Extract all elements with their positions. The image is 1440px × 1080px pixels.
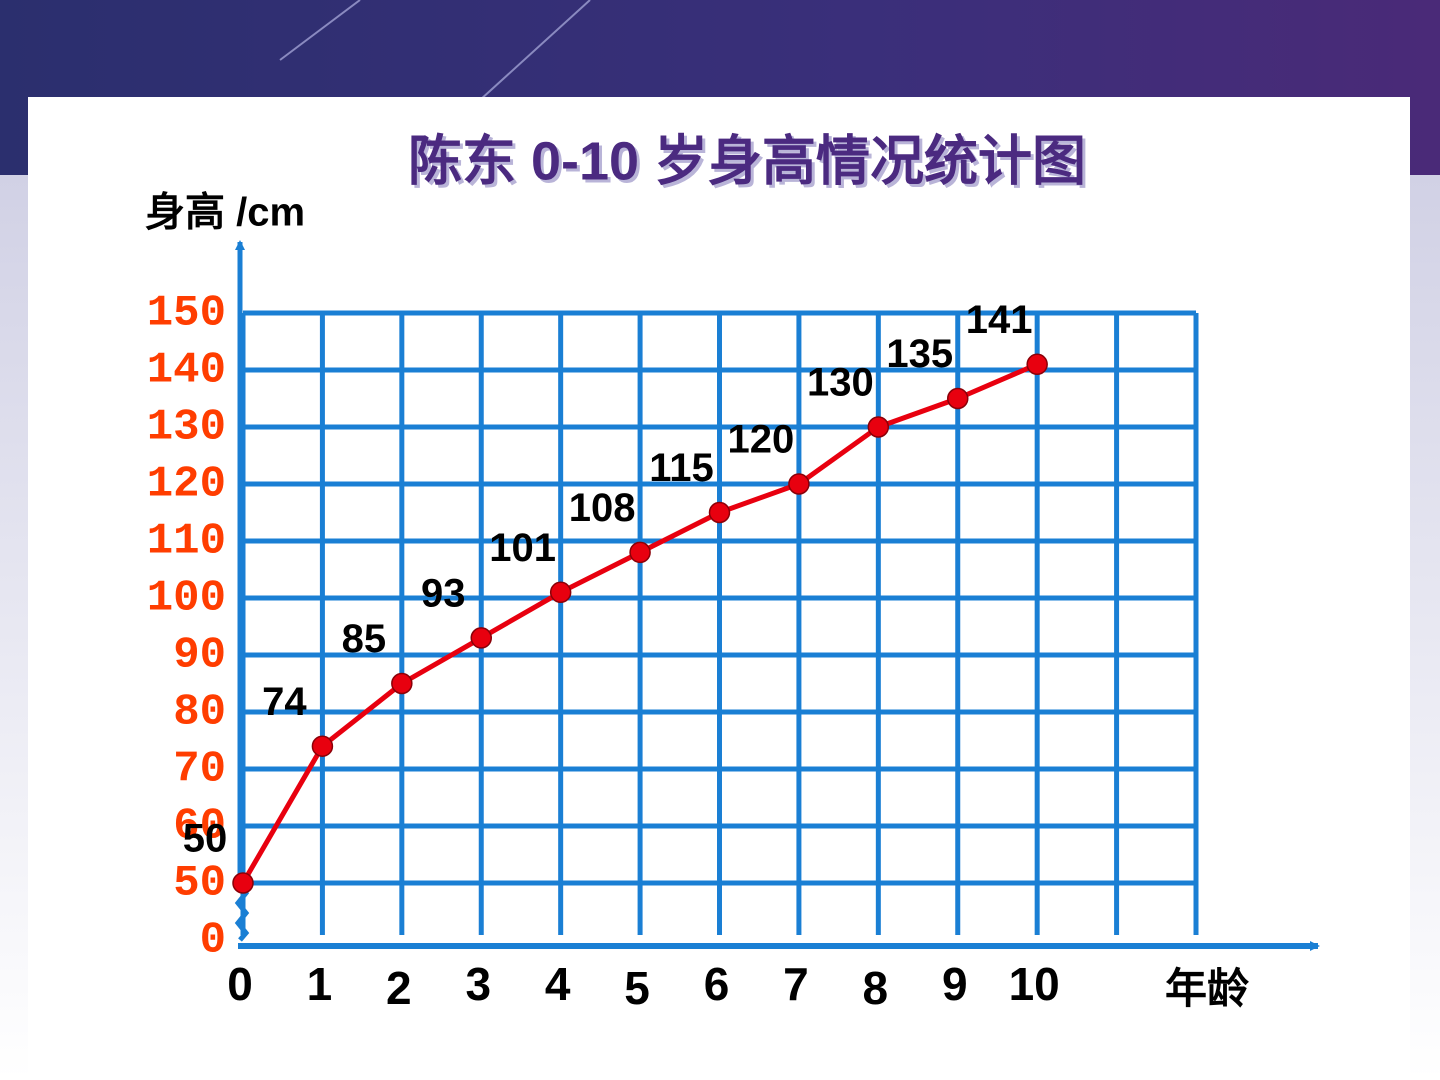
data-label: 120 <box>728 418 795 462</box>
chart-title-shadow: 陈东 0-10 岁身高情况统计图 <box>411 134 1089 194</box>
x-tick-label: 6 <box>704 958 730 1010</box>
data-label: 74 <box>262 680 307 724</box>
x-tick-label: 3 <box>465 958 491 1010</box>
data-point <box>708 501 731 524</box>
data-label: 50 <box>183 817 228 861</box>
data-label: 101 <box>489 526 556 570</box>
y-tick-label: 110 <box>147 517 226 567</box>
y-tick-label: 140 <box>147 346 226 396</box>
data-point <box>311 735 334 757</box>
y-tick-label: 150 <box>147 289 226 339</box>
data-label: 85 <box>342 617 387 661</box>
x-tick-label: 0 <box>227 958 253 1010</box>
data-point <box>788 473 810 495</box>
y-tick-label: 90 <box>173 631 226 681</box>
y-axis-label: 身高 /cm <box>145 191 305 235</box>
y-tick-label: 130 <box>147 403 226 453</box>
y-tick-label: 80 <box>173 688 226 738</box>
x-tick-label: 7 <box>783 958 809 1010</box>
decoration <box>479 0 591 101</box>
data-point <box>947 387 969 410</box>
data-label: 93 <box>421 571 466 615</box>
data-label: 115 <box>649 446 714 490</box>
x-tick-label: 10 <box>1009 958 1060 1010</box>
data-point <box>391 672 413 695</box>
data-point <box>629 541 651 564</box>
y-tick-label: 0 <box>200 916 226 966</box>
x-tick-label: 1 <box>307 958 333 1010</box>
x-tick-label: 5 <box>624 962 650 1014</box>
data-point <box>867 416 890 438</box>
y-tick-label: 60 <box>173 802 226 852</box>
decoration <box>279 0 361 61</box>
x-tick-label: 9 <box>942 958 968 1010</box>
x-tick-label: 2 <box>386 962 412 1014</box>
y-tick-label: 100 <box>147 574 226 624</box>
chart-title: 陈东 0-10 岁身高情况统计图 <box>408 131 1086 191</box>
x-tick-label: 4 <box>545 958 571 1010</box>
data-label: 141 <box>966 298 1033 342</box>
data-point <box>232 872 254 894</box>
x-tick-label: 8 <box>863 962 889 1014</box>
data-point <box>549 581 572 604</box>
y-tick-label: 120 <box>147 460 226 510</box>
data-point <box>470 627 492 649</box>
data-label: 108 <box>569 486 636 530</box>
x-axis-label: 年龄 <box>1165 965 1249 1012</box>
data-label: 130 <box>807 361 874 405</box>
data-label: 135 <box>886 332 953 376</box>
y-tick-label: 50 <box>173 859 226 909</box>
data-point <box>1026 353 1048 376</box>
y-tick-label: 70 <box>173 745 226 795</box>
